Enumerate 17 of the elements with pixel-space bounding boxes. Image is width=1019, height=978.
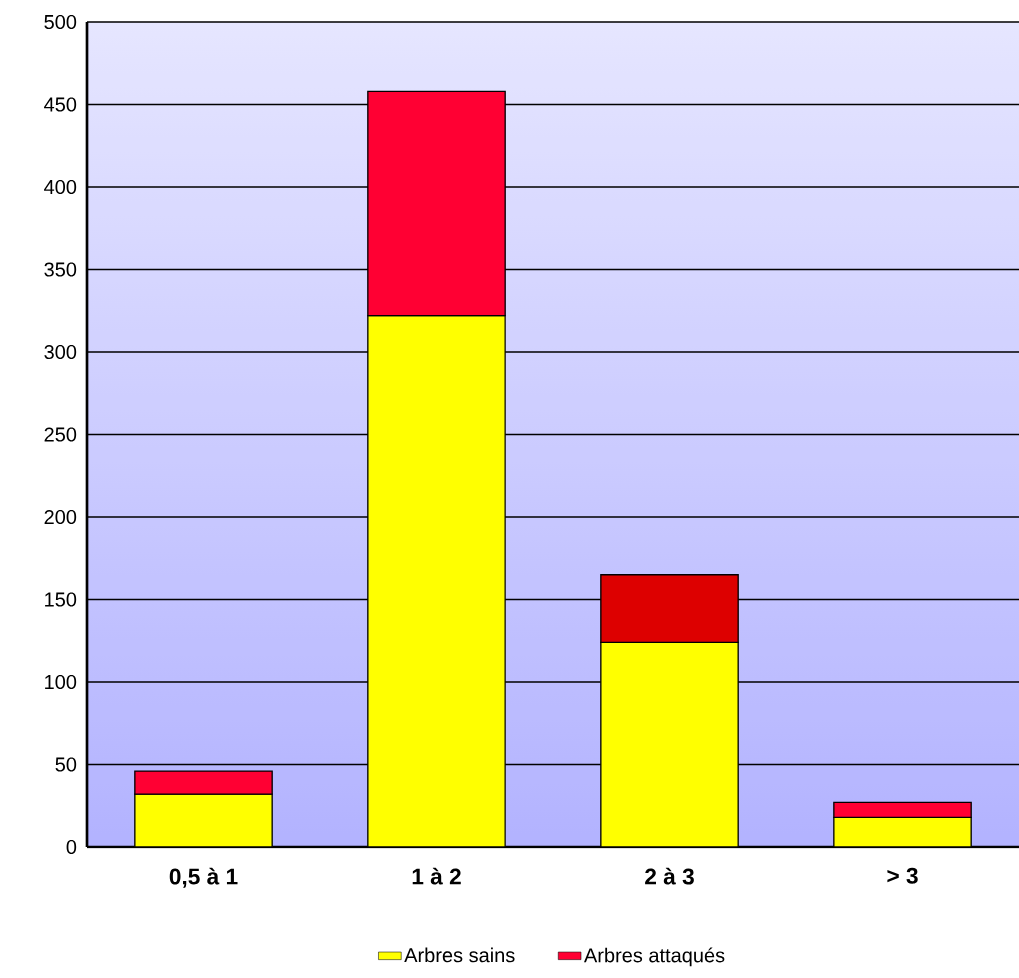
x-tick-label: 2 à 3 — [645, 867, 694, 885]
y-tick-label: 100 — [45, 674, 77, 690]
y-tick-label: 450 — [44, 97, 77, 112]
y-tick-label: 400 — [44, 179, 77, 195]
y-tick-label: 300 — [44, 344, 77, 360]
y-tick-label: 0 — [66, 839, 77, 855]
x-tick-label: > 3 — [887, 867, 918, 884]
x-tick-label: 0,5 à 1 — [169, 867, 238, 888]
y-tick-label: 50 — [55, 757, 77, 772]
x-tick-label: 1 à 2 — [412, 867, 461, 885]
y-tick-label: 150 — [45, 592, 77, 607]
legend-label: Arbres sains — [404, 947, 515, 963]
y-tick-label: 200 — [44, 509, 77, 525]
legend-label: Arbres attaqués — [583, 947, 725, 967]
y-tick-label: 250 — [44, 427, 77, 442]
y-tick-label: 500 — [44, 14, 77, 30]
y-tick-label: 350 — [44, 262, 77, 277]
